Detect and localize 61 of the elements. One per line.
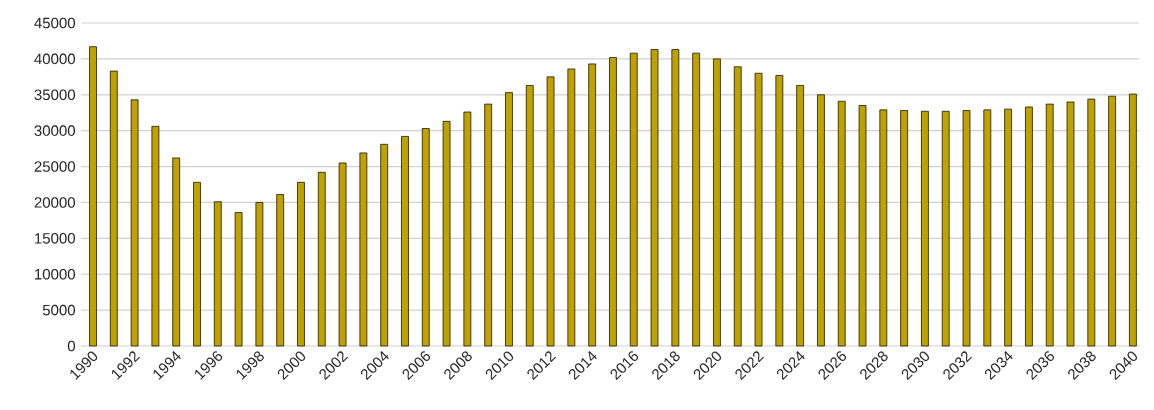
bar	[692, 52, 700, 347]
bar	[650, 49, 659, 347]
bar	[525, 85, 534, 347]
bar	[234, 212, 243, 347]
bar	[317, 171, 326, 347]
bar	[463, 111, 472, 347]
bar	[172, 157, 181, 347]
y-tick-label: 40000	[34, 53, 76, 65]
bar	[983, 109, 992, 347]
bar	[817, 94, 825, 347]
bar	[858, 105, 867, 347]
bar	[546, 76, 555, 347]
bar	[359, 152, 368, 347]
bar	[1087, 98, 1096, 347]
bar	[213, 201, 222, 347]
bar	[1004, 108, 1012, 347]
bar	[567, 68, 576, 347]
bar	[629, 52, 638, 347]
bar	[921, 110, 929, 347]
bar	[1066, 101, 1075, 347]
bar	[962, 110, 971, 347]
bar	[401, 136, 409, 347]
y-tick-label: 20000	[34, 197, 76, 208]
bar	[1045, 103, 1054, 347]
bar	[484, 103, 493, 347]
bar	[609, 57, 617, 347]
bar	[754, 72, 763, 347]
bar	[89, 46, 97, 347]
bar	[255, 202, 264, 347]
bar	[1108, 95, 1116, 347]
bar	[588, 63, 596, 347]
bar	[941, 110, 950, 347]
bar	[900, 110, 908, 347]
bar	[796, 85, 804, 347]
bar	[671, 49, 680, 347]
bar	[505, 92, 513, 347]
bar	[837, 100, 846, 347]
bar	[193, 181, 201, 347]
bar	[421, 128, 430, 347]
bar	[338, 162, 347, 347]
y-tick-label: 0	[67, 340, 76, 352]
bar	[1025, 106, 1033, 347]
y-tick-label: 15000	[35, 233, 76, 244]
y-tick-label: 45000	[34, 17, 76, 29]
bar	[879, 109, 888, 347]
bar	[130, 99, 139, 347]
bar	[1129, 93, 1137, 347]
y-tick-label: 35000	[34, 89, 76, 101]
y-tick-label: 5000	[42, 304, 76, 316]
bar	[380, 143, 389, 347]
bar	[775, 75, 784, 347]
bar	[151, 126, 160, 347]
bar	[297, 181, 305, 347]
y-tick-label: 30000	[34, 125, 76, 136]
bar	[442, 120, 451, 347]
y-tick-label: 25000	[34, 161, 76, 172]
bar	[733, 66, 742, 347]
bar	[109, 70, 118, 347]
bar	[276, 194, 285, 347]
y-tick-label: 10000	[35, 268, 76, 280]
bar	[713, 58, 721, 347]
